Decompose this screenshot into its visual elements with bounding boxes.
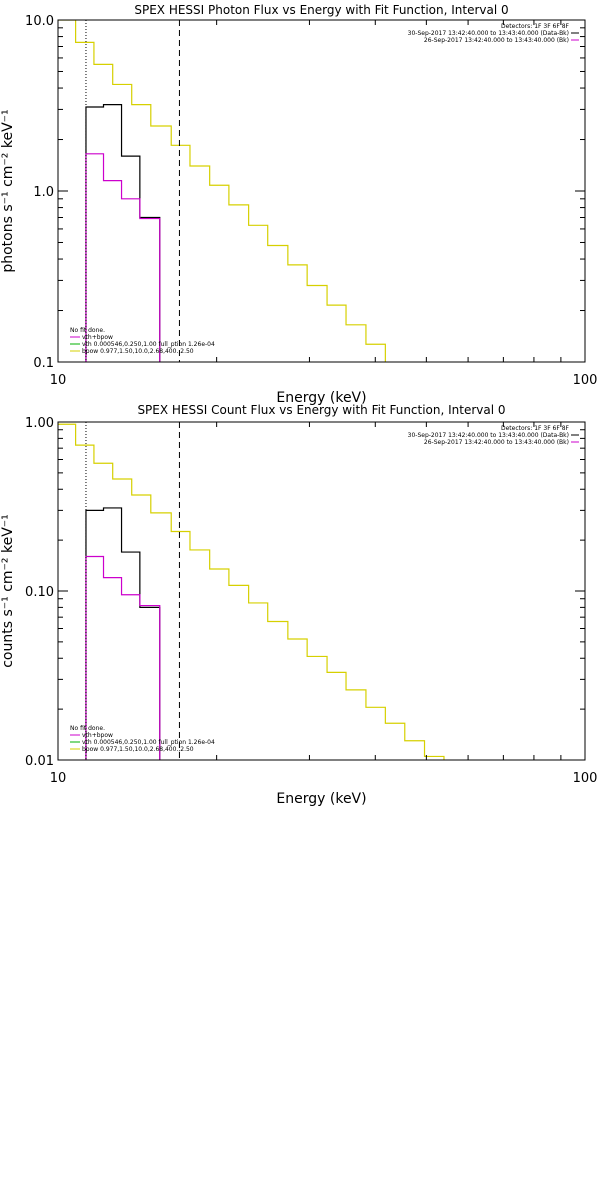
plot-frame xyxy=(57,421,586,761)
legend-bottom-entry: vth 0.000546,0.250,1.00 full_ption 1.26e… xyxy=(82,341,215,348)
series-line-1 xyxy=(85,555,161,760)
y-tick-label: 0.10 xyxy=(25,585,54,600)
legend-top-entry: 26-Sep-2017 13:42:40.000 to 13:43:40.000… xyxy=(424,37,569,44)
series-group xyxy=(58,20,386,362)
series-line-0 xyxy=(85,507,161,760)
legend-top-entry: 30-Sep-2017 13:42:40.000 to 13:43:40.000… xyxy=(408,432,569,439)
legend-bottom-entry: bpow 0.977,1.50,10.0,2.68,400.,2.50 xyxy=(82,348,194,355)
legend-bottom-entry: No fit done. xyxy=(70,327,105,334)
x-tick-label: 10 xyxy=(50,771,67,786)
series-group xyxy=(58,423,445,760)
x-tick-label: 100 xyxy=(573,771,598,786)
legend-top-entry: 26-Sep-2017 13:42:40.000 to 13:43:40.000… xyxy=(424,439,569,446)
y-axis-label: photons s⁻¹ cm⁻² keV⁻¹ xyxy=(0,109,16,272)
series-line-2 xyxy=(58,20,386,362)
legend-bottom-entry: vth 0.000546,0.250,1.00 full_ption 1.26e… xyxy=(82,739,215,746)
y-tick-label: 1.00 xyxy=(25,416,54,431)
series-line-0 xyxy=(85,104,161,362)
x-axis-label: Energy (keV) xyxy=(276,390,366,406)
x-tick-label: 10 xyxy=(50,373,67,388)
plot-frame xyxy=(57,19,586,363)
x-tick-label: 100 xyxy=(573,373,598,388)
legend-top-entry: 30-Sep-2017 13:42:40.000 to 13:43:40.000… xyxy=(408,30,569,37)
legend-bottom-entry: vth+bpow xyxy=(82,334,113,341)
chart-panel-1: SPEX HESSI Count Flux vs Energy with Fit… xyxy=(0,403,598,807)
y-tick-label: 10.0 xyxy=(25,14,54,29)
x-axis-label: Energy (keV) xyxy=(276,791,366,807)
y-tick-label: 1.0 xyxy=(33,185,54,200)
y-axis-label: counts s⁻¹ cm⁻² keV⁻¹ xyxy=(0,514,16,668)
chart-title: SPEX HESSI Count Flux vs Energy with Fit… xyxy=(137,403,505,417)
legend-bottom-entry: vth+bpow xyxy=(82,732,113,739)
legend-bottom-entry: No fit done. xyxy=(70,725,105,732)
y-tick-label: 0.01 xyxy=(25,754,54,769)
legend-bottom-entry: bpow 0.977,1.50,10.0,2.68,400.,2.50 xyxy=(82,746,194,753)
chart-panel-0: SPEX HESSI Photon Flux vs Energy with Fi… xyxy=(0,3,597,406)
series-line-2 xyxy=(58,423,445,760)
chart-title: SPEX HESSI Photon Flux vs Energy with Fi… xyxy=(134,3,508,17)
legend-top-entry: Detectors: 1F 3F 6F 8F xyxy=(501,425,570,432)
y-tick-label: 0.1 xyxy=(33,356,54,371)
series-line-1 xyxy=(85,153,161,362)
legend-top-entry: Detectors: 1F 3F 6F 8F xyxy=(501,23,570,30)
